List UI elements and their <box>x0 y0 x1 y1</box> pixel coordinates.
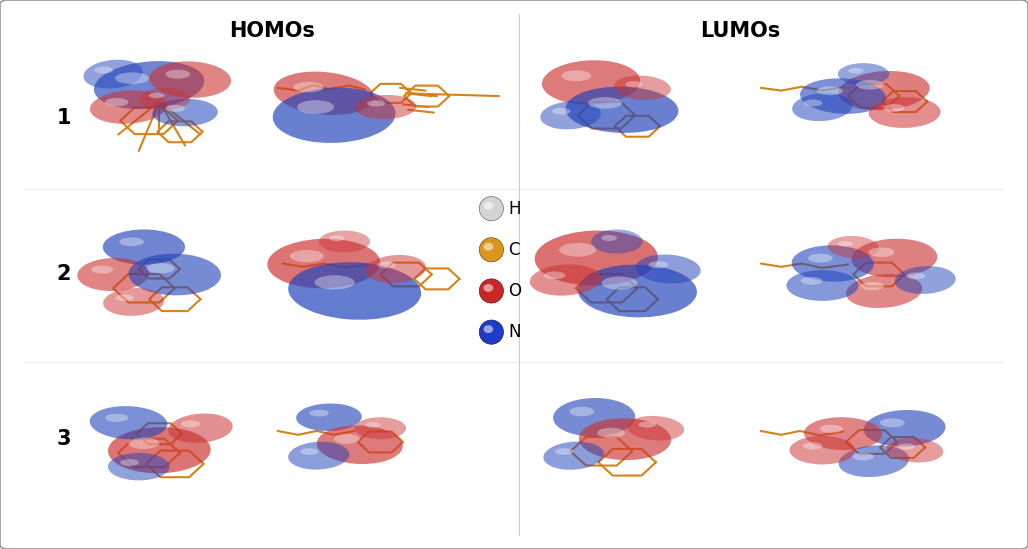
Ellipse shape <box>334 434 360 444</box>
Ellipse shape <box>535 231 658 285</box>
Ellipse shape <box>139 88 190 110</box>
Ellipse shape <box>83 60 143 88</box>
Ellipse shape <box>128 254 221 295</box>
Ellipse shape <box>839 71 929 110</box>
Ellipse shape <box>267 239 380 288</box>
Ellipse shape <box>329 236 344 241</box>
Ellipse shape <box>880 418 905 427</box>
Ellipse shape <box>483 201 493 210</box>
Ellipse shape <box>319 231 370 253</box>
Text: C: C <box>508 241 520 259</box>
Ellipse shape <box>544 272 565 279</box>
Ellipse shape <box>128 438 159 449</box>
Ellipse shape <box>559 243 596 256</box>
Ellipse shape <box>869 97 941 128</box>
Ellipse shape <box>315 275 355 289</box>
Ellipse shape <box>317 425 403 464</box>
Ellipse shape <box>601 277 637 290</box>
Ellipse shape <box>290 250 324 262</box>
Ellipse shape <box>828 236 879 258</box>
Ellipse shape <box>804 99 822 107</box>
Ellipse shape <box>838 63 889 85</box>
Ellipse shape <box>166 105 185 112</box>
Ellipse shape <box>91 265 113 274</box>
Ellipse shape <box>149 93 164 98</box>
Ellipse shape <box>793 93 852 121</box>
Ellipse shape <box>801 277 822 285</box>
Ellipse shape <box>570 407 594 416</box>
Ellipse shape <box>483 325 493 333</box>
Ellipse shape <box>851 239 938 277</box>
Ellipse shape <box>367 100 386 107</box>
Ellipse shape <box>377 261 396 268</box>
Ellipse shape <box>366 255 426 283</box>
Ellipse shape <box>355 417 406 439</box>
Ellipse shape <box>860 282 884 290</box>
Text: 1: 1 <box>57 108 71 128</box>
Ellipse shape <box>897 444 915 450</box>
Ellipse shape <box>597 428 625 438</box>
Text: 3: 3 <box>57 429 71 449</box>
Text: N: N <box>508 323 521 341</box>
Ellipse shape <box>790 436 855 464</box>
Ellipse shape <box>120 459 139 466</box>
Ellipse shape <box>479 320 504 344</box>
Text: O: O <box>508 282 521 300</box>
Ellipse shape <box>296 404 362 431</box>
Ellipse shape <box>108 453 170 480</box>
Ellipse shape <box>309 410 329 417</box>
Text: 2: 2 <box>57 265 71 284</box>
Ellipse shape <box>103 288 164 316</box>
Ellipse shape <box>886 438 944 462</box>
Ellipse shape <box>119 237 144 246</box>
Ellipse shape <box>479 197 504 221</box>
Ellipse shape <box>808 254 833 262</box>
Ellipse shape <box>803 442 822 450</box>
Text: H: H <box>508 200 521 217</box>
Ellipse shape <box>846 274 922 308</box>
Ellipse shape <box>272 88 396 143</box>
Ellipse shape <box>529 264 601 296</box>
Ellipse shape <box>115 294 134 301</box>
Ellipse shape <box>907 272 925 279</box>
Ellipse shape <box>627 416 685 440</box>
Ellipse shape <box>578 265 697 317</box>
Ellipse shape <box>355 95 416 119</box>
Ellipse shape <box>552 108 571 115</box>
Ellipse shape <box>852 453 874 461</box>
Ellipse shape <box>77 258 149 291</box>
Ellipse shape <box>181 421 200 428</box>
Ellipse shape <box>288 442 350 469</box>
Ellipse shape <box>483 243 493 251</box>
Ellipse shape <box>883 104 905 112</box>
Ellipse shape <box>541 101 600 130</box>
Text: HOMOs: HOMOs <box>229 21 316 41</box>
Ellipse shape <box>838 241 853 247</box>
Ellipse shape <box>649 261 668 268</box>
Ellipse shape <box>149 61 231 98</box>
Ellipse shape <box>579 418 671 460</box>
Ellipse shape <box>848 68 864 74</box>
Ellipse shape <box>625 81 642 87</box>
Ellipse shape <box>89 406 168 439</box>
Ellipse shape <box>297 100 334 114</box>
Ellipse shape <box>553 398 635 436</box>
Ellipse shape <box>115 72 149 84</box>
Ellipse shape <box>565 87 678 133</box>
Ellipse shape <box>869 248 894 257</box>
Ellipse shape <box>561 70 591 81</box>
Ellipse shape <box>105 98 128 107</box>
Ellipse shape <box>365 422 380 428</box>
Ellipse shape <box>152 99 218 126</box>
Ellipse shape <box>804 417 882 450</box>
Ellipse shape <box>542 60 640 104</box>
Ellipse shape <box>108 427 211 473</box>
Ellipse shape <box>894 266 956 294</box>
Ellipse shape <box>786 270 858 301</box>
Ellipse shape <box>89 90 168 124</box>
Ellipse shape <box>293 82 324 92</box>
Ellipse shape <box>105 414 128 422</box>
Ellipse shape <box>819 425 843 433</box>
Ellipse shape <box>638 422 656 428</box>
